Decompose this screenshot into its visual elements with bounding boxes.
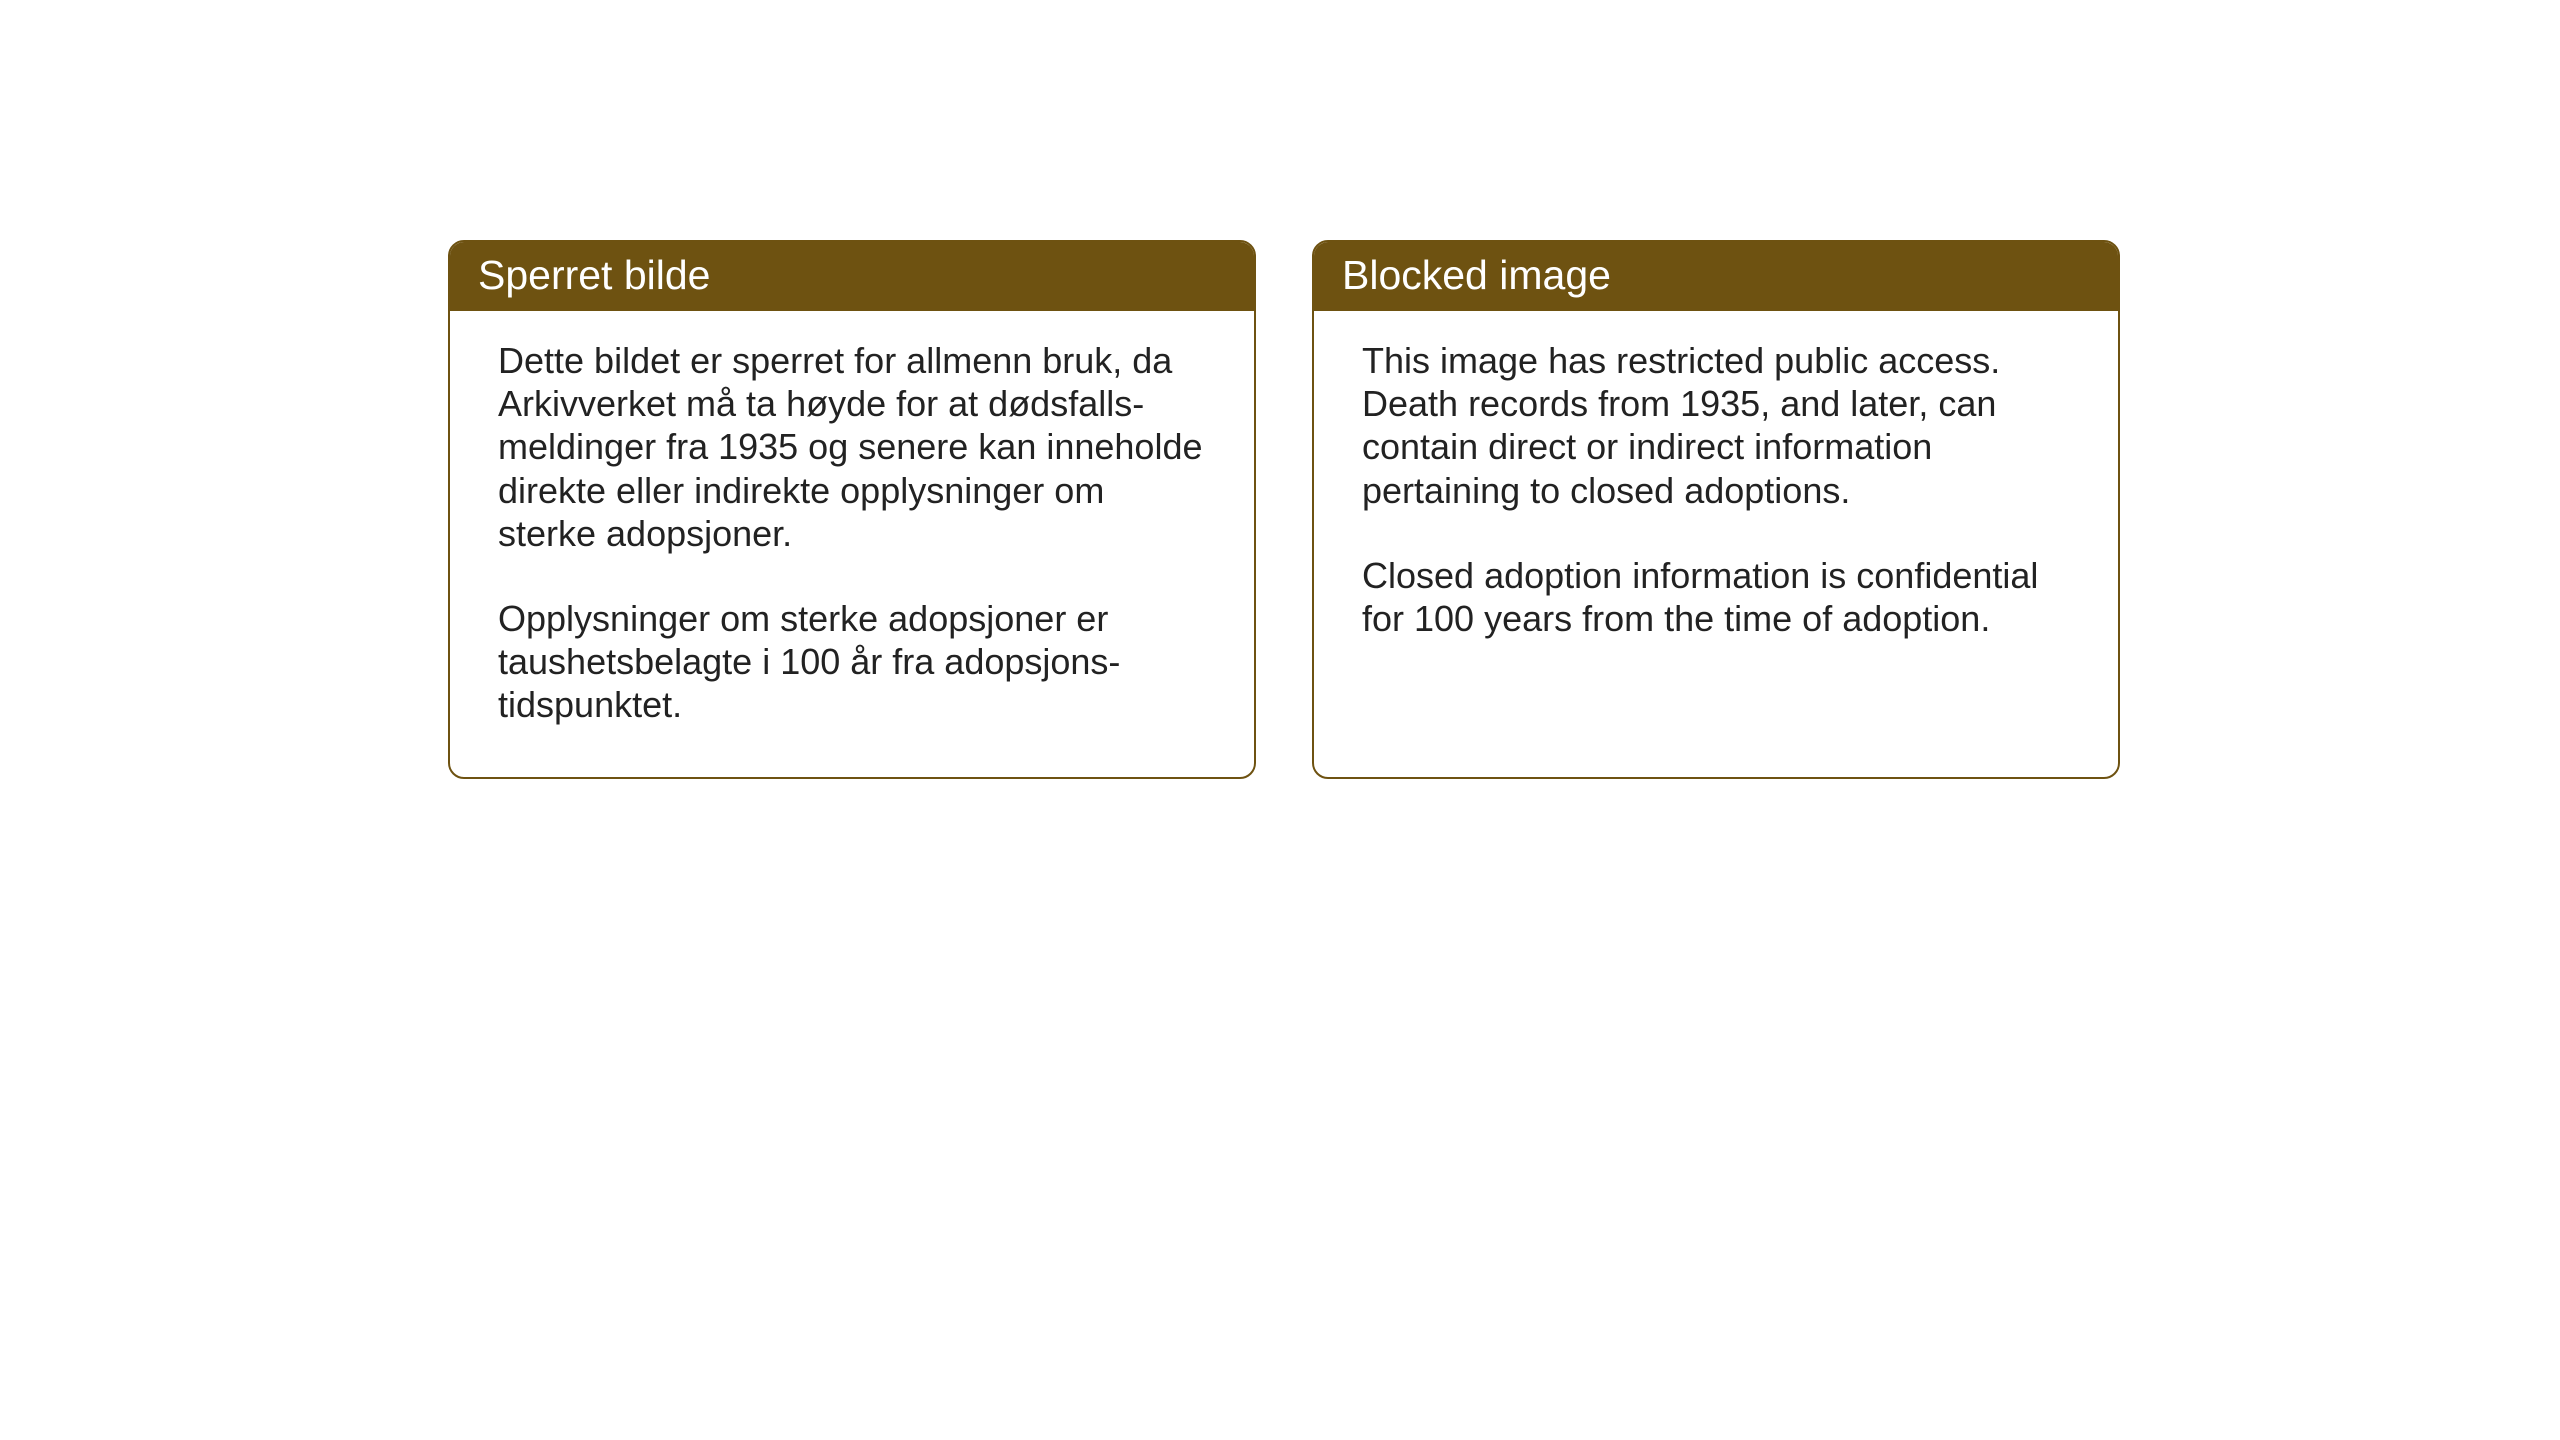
- norwegian-paragraph-1: Dette bildet er sperret for allmenn bruk…: [498, 339, 1206, 555]
- notice-cards-container: Sperret bilde Dette bildet er sperret fo…: [448, 240, 2120, 779]
- english-card-title: Blocked image: [1314, 242, 2118, 311]
- english-paragraph-1: This image has restricted public access.…: [1362, 339, 2070, 512]
- norwegian-card-body: Dette bildet er sperret for allmenn bruk…: [450, 311, 1254, 777]
- english-card-body: This image has restricted public access.…: [1314, 311, 2118, 690]
- norwegian-notice-card: Sperret bilde Dette bildet er sperret fo…: [448, 240, 1256, 779]
- norwegian-paragraph-2: Opplysninger om sterke adopsjoner er tau…: [498, 597, 1206, 727]
- english-notice-card: Blocked image This image has restricted …: [1312, 240, 2120, 779]
- english-paragraph-2: Closed adoption information is confident…: [1362, 554, 2070, 640]
- norwegian-card-title: Sperret bilde: [450, 242, 1254, 311]
